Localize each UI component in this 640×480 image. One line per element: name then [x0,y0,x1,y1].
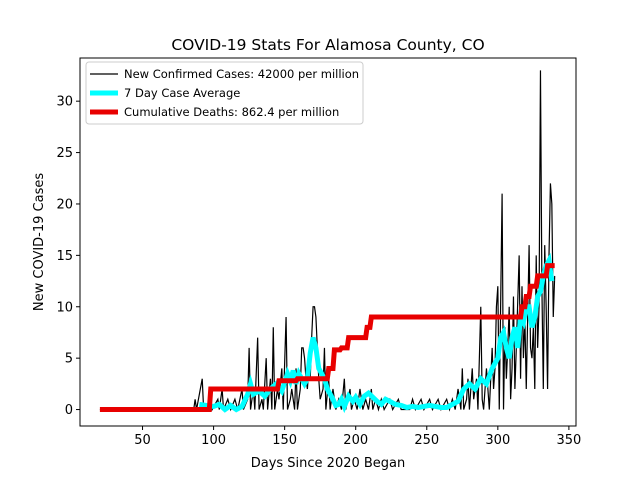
series-layer [99,70,556,414]
series-line-1 [99,70,556,412]
x-tick-label: 50 [134,433,151,448]
x-tick-label: 100 [201,433,226,448]
y-tick-label: 0 [65,403,73,418]
y-tick-label: 10 [56,300,73,315]
x-tick-label: 350 [556,433,581,448]
legend-label-1: New Confirmed Cases: 42000 per million [124,67,359,81]
y-tick-label: 15 [56,249,73,264]
y-tick-label: 30 [56,95,73,110]
y-axis-ticks: 0 5 10 15 20 25 30 [56,95,80,418]
x-tick-label: 150 [272,433,297,448]
legend: New Confirmed Cases: 42000 per million 7 … [85,61,364,125]
legend-box [85,61,364,125]
legend-label-3: Cumulative Deaths: 862.4 per million [124,105,339,119]
x-axis-ticks: 50 100 150 200 250 300 350 [134,426,581,448]
legend-label-2: 7 Day Case Average [124,86,240,100]
y-tick-label: 25 [56,146,73,161]
y-tick-label: 20 [56,197,73,212]
axes-frame [79,57,577,427]
x-tick-label: 200 [343,433,368,448]
x-tick-label: 300 [485,433,510,448]
plot-area: 50 100 150 200 250 300 350 0 5 10 15 20 25 30 [56,57,581,448]
series-line-3 [99,263,555,413]
y-axis-label: New COVID-19 Cases [32,173,47,311]
chart-title: COVID-19 Stats For Alamosa County, CO [171,36,484,54]
x-tick-label: 250 [414,433,439,448]
y-tick-label: 5 [65,352,73,367]
x-axis-label: Days Since 2020 Began [251,456,406,471]
